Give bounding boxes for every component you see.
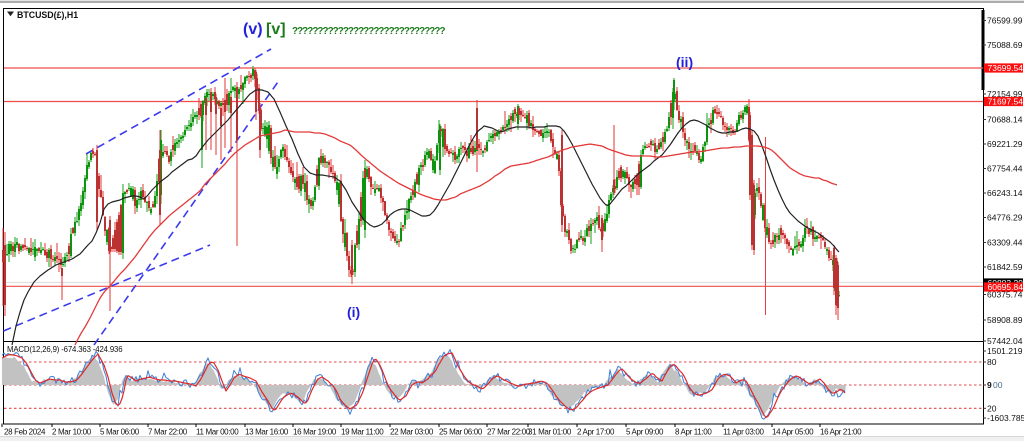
svg-text:73699.54: 73699.54	[988, 63, 1024, 73]
svg-text:[v]: [v]	[266, 21, 286, 38]
svg-text:27 Mar 22:00: 27 Mar 22:00	[487, 428, 531, 437]
svg-text:13 Mar 16:00: 13 Mar 16:00	[245, 428, 289, 437]
svg-text:1501.219: 1501.219	[987, 346, 1023, 356]
svg-text:2 Apr 17:00: 2 Apr 17:00	[577, 428, 615, 437]
svg-text:9: 9	[987, 380, 992, 390]
svg-text:61842.59: 61842.59	[987, 262, 1023, 272]
svg-text:(v): (v)	[243, 21, 263, 38]
svg-text:64776.29: 64776.29	[987, 213, 1023, 223]
svg-text:16 Mar 19:00: 16 Mar 19:00	[293, 428, 337, 437]
svg-text:75088.69: 75088.69	[987, 40, 1023, 50]
svg-text:25 Mar 06:00: 25 Mar 06:00	[439, 428, 483, 437]
svg-text:22 Mar 03:00: 22 Mar 03:00	[390, 428, 434, 437]
svg-text:8 Apr 11:00: 8 Apr 11:00	[675, 428, 712, 437]
svg-text:20: 20	[987, 404, 997, 414]
svg-text:16 Apr 21:00: 16 Apr 21:00	[820, 428, 862, 437]
svg-text:00: 00	[993, 380, 1003, 390]
svg-text:66243.14: 66243.14	[987, 188, 1023, 198]
svg-text:??????????????????????????????: ??????????????????????????????	[292, 26, 445, 37]
svg-text:63309.44: 63309.44	[987, 238, 1023, 248]
svg-text:14 Apr 05:00: 14 Apr 05:00	[772, 428, 814, 437]
svg-text:(i): (i)	[347, 304, 360, 320]
svg-text:11 Mar 00:00: 11 Mar 00:00	[196, 428, 239, 437]
svg-text:72154.99: 72154.99	[987, 89, 1023, 99]
svg-text:67754.44: 67754.44	[987, 164, 1023, 174]
svg-text:69221.29: 69221.29	[987, 139, 1023, 149]
svg-text:(ii): (ii)	[676, 54, 693, 70]
svg-text:70688.14: 70688.14	[987, 115, 1023, 125]
svg-text:60695.84: 60695.84	[988, 282, 1024, 292]
svg-text:11 Apr 03:00: 11 Apr 03:00	[723, 428, 764, 437]
svg-text:19 Mar 11:00: 19 Mar 11:00	[341, 428, 384, 437]
svg-text:60375.74: 60375.74	[987, 290, 1023, 300]
svg-text:BTCUSD(£),H1: BTCUSD(£),H1	[17, 10, 78, 20]
svg-text:31 Mar 01:00: 31 Mar 01:00	[528, 428, 572, 437]
svg-text:7 Mar 22:00: 7 Mar 22:00	[148, 428, 188, 437]
svg-text:2 Mar 10:00: 2 Mar 10:00	[52, 428, 92, 437]
svg-text:MACD(12,26,9) -674.363 -424.93: MACD(12,26,9) -674.363 -424.936	[7, 345, 122, 354]
svg-text:57442.04: 57442.04	[987, 336, 1023, 346]
svg-text:5 Mar 06:00: 5 Mar 06:00	[100, 428, 140, 437]
svg-text:80: 80	[987, 357, 997, 367]
svg-text:76599.99: 76599.99	[987, 16, 1023, 26]
svg-text:28 Feb 2024: 28 Feb 2024	[4, 428, 46, 437]
svg-text:-1603.785: -1603.785	[987, 413, 1024, 423]
svg-text:71697.54: 71697.54	[988, 97, 1024, 107]
svg-text:5 Apr 09:00: 5 Apr 09:00	[626, 428, 664, 437]
svg-text:58908.89: 58908.89	[987, 315, 1023, 325]
